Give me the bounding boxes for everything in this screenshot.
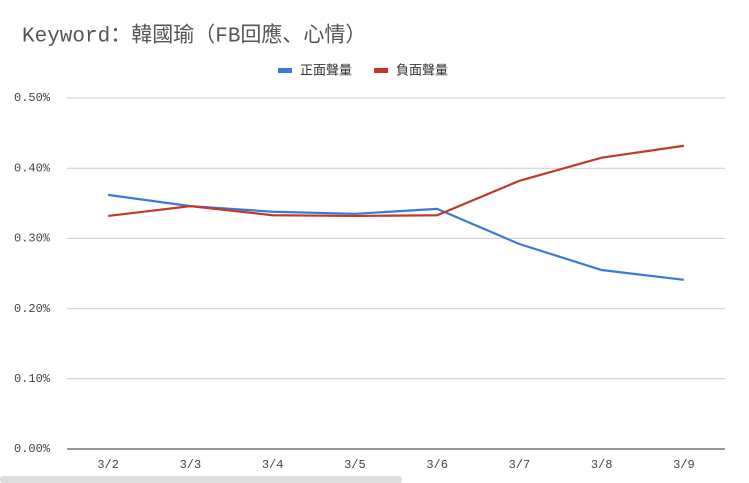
- y-tick-label: 0.40%: [14, 161, 51, 175]
- x-tick-label: 3/3: [180, 458, 202, 472]
- x-tick-label: 3/8: [591, 458, 613, 472]
- legend-label: 負面聲量: [396, 63, 448, 79]
- legend-swatch: [374, 68, 389, 73]
- legend-label: 正面聲量: [300, 63, 352, 79]
- x-tick-label: 3/5: [344, 458, 366, 472]
- x-tick-label: 3/2: [97, 458, 119, 472]
- series-line: [107, 144, 685, 218]
- y-tick-label: 0.00%: [14, 442, 51, 456]
- scrollbar: [0, 476, 402, 483]
- x-tick-label: 3/7: [509, 458, 531, 472]
- y-tick-label: 0.50%: [14, 91, 51, 105]
- y-tick-label: 0.10%: [14, 372, 51, 386]
- x-tick-label: 3/9: [673, 458, 695, 472]
- x-tick-label: 3/4: [262, 458, 284, 472]
- legend-swatch: [278, 68, 292, 73]
- x-tick-label: 3/6: [426, 458, 448, 472]
- y-tick-label: 0.20%: [14, 302, 51, 316]
- y-tick-label: 0.30%: [14, 232, 51, 246]
- chart-title: Keyword：韓國瑜（FB回應、心情）: [22, 23, 366, 49]
